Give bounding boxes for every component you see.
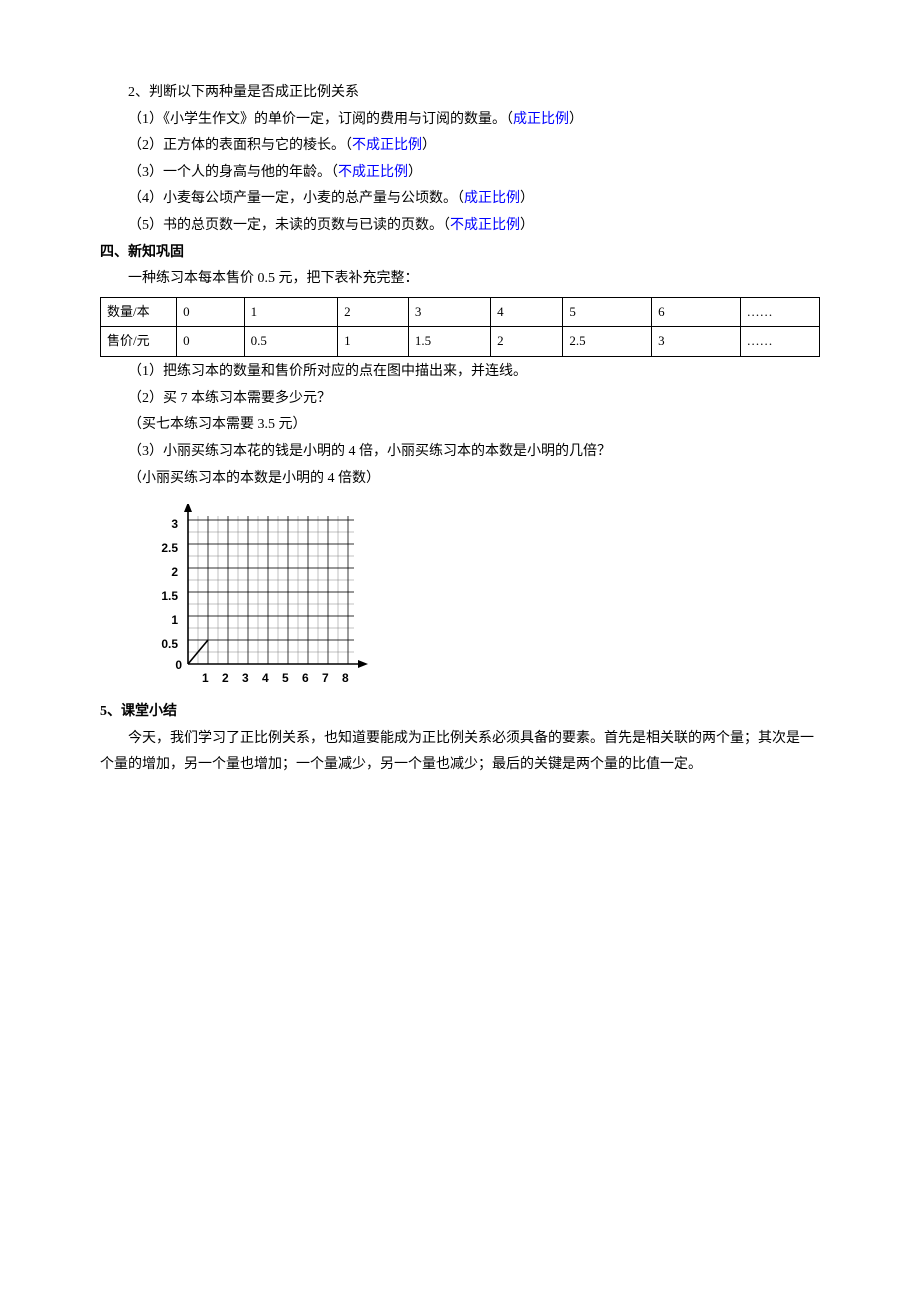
ex2-item-2: （2）正方体的表面积与它的棱长。（不成正比例） xyxy=(100,133,820,160)
ex2-item-1-tail: ） xyxy=(569,112,583,127)
chart-x-label: 2 xyxy=(222,667,229,690)
ex2-item-3-tail: ） xyxy=(408,165,422,180)
table-cell: 1 xyxy=(338,327,409,357)
ex2-item-4: （4）小麦每公顷产量一定，小麦的总产量与公顷数。（成正比例） xyxy=(100,186,820,213)
line-chart xyxy=(152,504,382,689)
chart-x-label: 4 xyxy=(262,667,269,690)
table-cell: 6 xyxy=(652,297,740,327)
ex2-item-2-answer: 不成正比例 xyxy=(352,138,422,153)
table-cell: 3 xyxy=(408,297,490,327)
chart-origin-label: 0 xyxy=(156,654,182,677)
ex2-item-5-answer: 不成正比例 xyxy=(450,218,520,233)
table-cell: …… xyxy=(740,327,819,357)
a3: （小丽买练习本的本数是小明的 4 倍数） xyxy=(100,466,820,493)
ex2-item-3: （3）一个人的身高与他的年龄。（不成正比例） xyxy=(100,160,820,187)
a2: （买七本练习本需要 3.5 元） xyxy=(100,412,820,439)
ex2-item-3-answer: 不成正比例 xyxy=(338,165,408,180)
ex2-title: 2、判断以下两种量是否成正比例关系 xyxy=(100,80,820,107)
table-row: 售价/元00.511.522.53…… xyxy=(101,327,820,357)
chart-container: 0.511.522.53012345678 xyxy=(152,504,382,689)
section5-body: 今天，我们学习了正比例关系，也知道要能成为正比例关系必须具备的要素。首先是相关联… xyxy=(100,726,820,779)
ex2-item-3-text: （3）一个人的身高与他的年龄。（ xyxy=(128,165,338,180)
table-cell: 数量/本 xyxy=(101,297,177,327)
ex2-item-4-answer: 成正比例 xyxy=(464,191,520,206)
chart-x-label: 7 xyxy=(322,667,329,690)
table-cell: 5 xyxy=(563,297,652,327)
table-cell: 0.5 xyxy=(244,327,338,357)
chart-y-label: 1.5 xyxy=(152,585,178,608)
chart-x-label: 5 xyxy=(282,667,289,690)
ex2-item-5-text: （5）书的总页数一定，未读的页数与已读的页数。（ xyxy=(128,218,450,233)
chart-x-label: 6 xyxy=(302,667,309,690)
table-cell: 1 xyxy=(244,297,338,327)
chart-y-label: 0.5 xyxy=(152,633,178,656)
ex2-item-4-text: （4）小麦每公顷产量一定，小麦的总产量与公顷数。（ xyxy=(128,191,464,206)
table-cell: 售价/元 xyxy=(101,327,177,357)
chart-x-label: 1 xyxy=(202,667,209,690)
chart-y-label: 3 xyxy=(152,513,178,536)
q2: （2）买 7 本练习本需要多少元？ xyxy=(100,386,820,413)
ex2-item-5: （5）书的总页数一定，未读的页数与已读的页数。（不成正比例） xyxy=(100,213,820,240)
ex2-item-1-answer: 成正比例 xyxy=(513,112,569,127)
table-row: 数量/本0123456…… xyxy=(101,297,820,327)
ex2-item-2-text: （2）正方体的表面积与它的棱长。（ xyxy=(128,138,352,153)
q1: （1）把练习本的数量和售价所对应的点在图中描出来，并连线。 xyxy=(100,359,820,386)
ex2-item-1-text: （1）《小学生作文》的单价一定，订阅的费用与订阅的数量。（ xyxy=(128,112,513,127)
section4-intro: 一种练习本每本售价 0.5 元，把下表补充完整： xyxy=(100,266,820,293)
chart-x-label: 3 xyxy=(242,667,249,690)
table-cell: 1.5 xyxy=(408,327,490,357)
table-cell: 3 xyxy=(652,327,740,357)
table-cell: 2 xyxy=(338,297,409,327)
ex2-item-1: （1）《小学生作文》的单价一定，订阅的费用与订阅的数量。（成正比例） xyxy=(100,107,820,134)
table-cell: 4 xyxy=(491,297,563,327)
ex2-item-4-tail: ） xyxy=(520,191,534,206)
page: 2、判断以下两种量是否成正比例关系 （1）《小学生作文》的单价一定，订阅的费用与… xyxy=(0,0,920,1302)
chart-x-label: 8 xyxy=(342,667,349,690)
table-cell: …… xyxy=(740,297,819,327)
table-cell: 2.5 xyxy=(563,327,652,357)
table-cell: 0 xyxy=(177,297,244,327)
chart-y-label: 2 xyxy=(152,561,178,584)
section4-head: 四、新知巩固 xyxy=(100,240,820,267)
chart-y-label: 2.5 xyxy=(152,537,178,560)
chart-y-label: 1 xyxy=(152,609,178,632)
table-cell: 2 xyxy=(491,327,563,357)
q3: （3）小丽买练习本花的钱是小明的 4 倍，小丽买练习本的本数是小明的几倍？ xyxy=(100,439,820,466)
section5-head: 5、课堂小结 xyxy=(100,699,820,726)
ex2-item-2-tail: ） xyxy=(422,138,436,153)
data-table: 数量/本0123456……售价/元00.511.522.53…… xyxy=(100,297,820,357)
table-cell: 0 xyxy=(177,327,244,357)
ex2-item-5-tail: ） xyxy=(520,218,534,233)
